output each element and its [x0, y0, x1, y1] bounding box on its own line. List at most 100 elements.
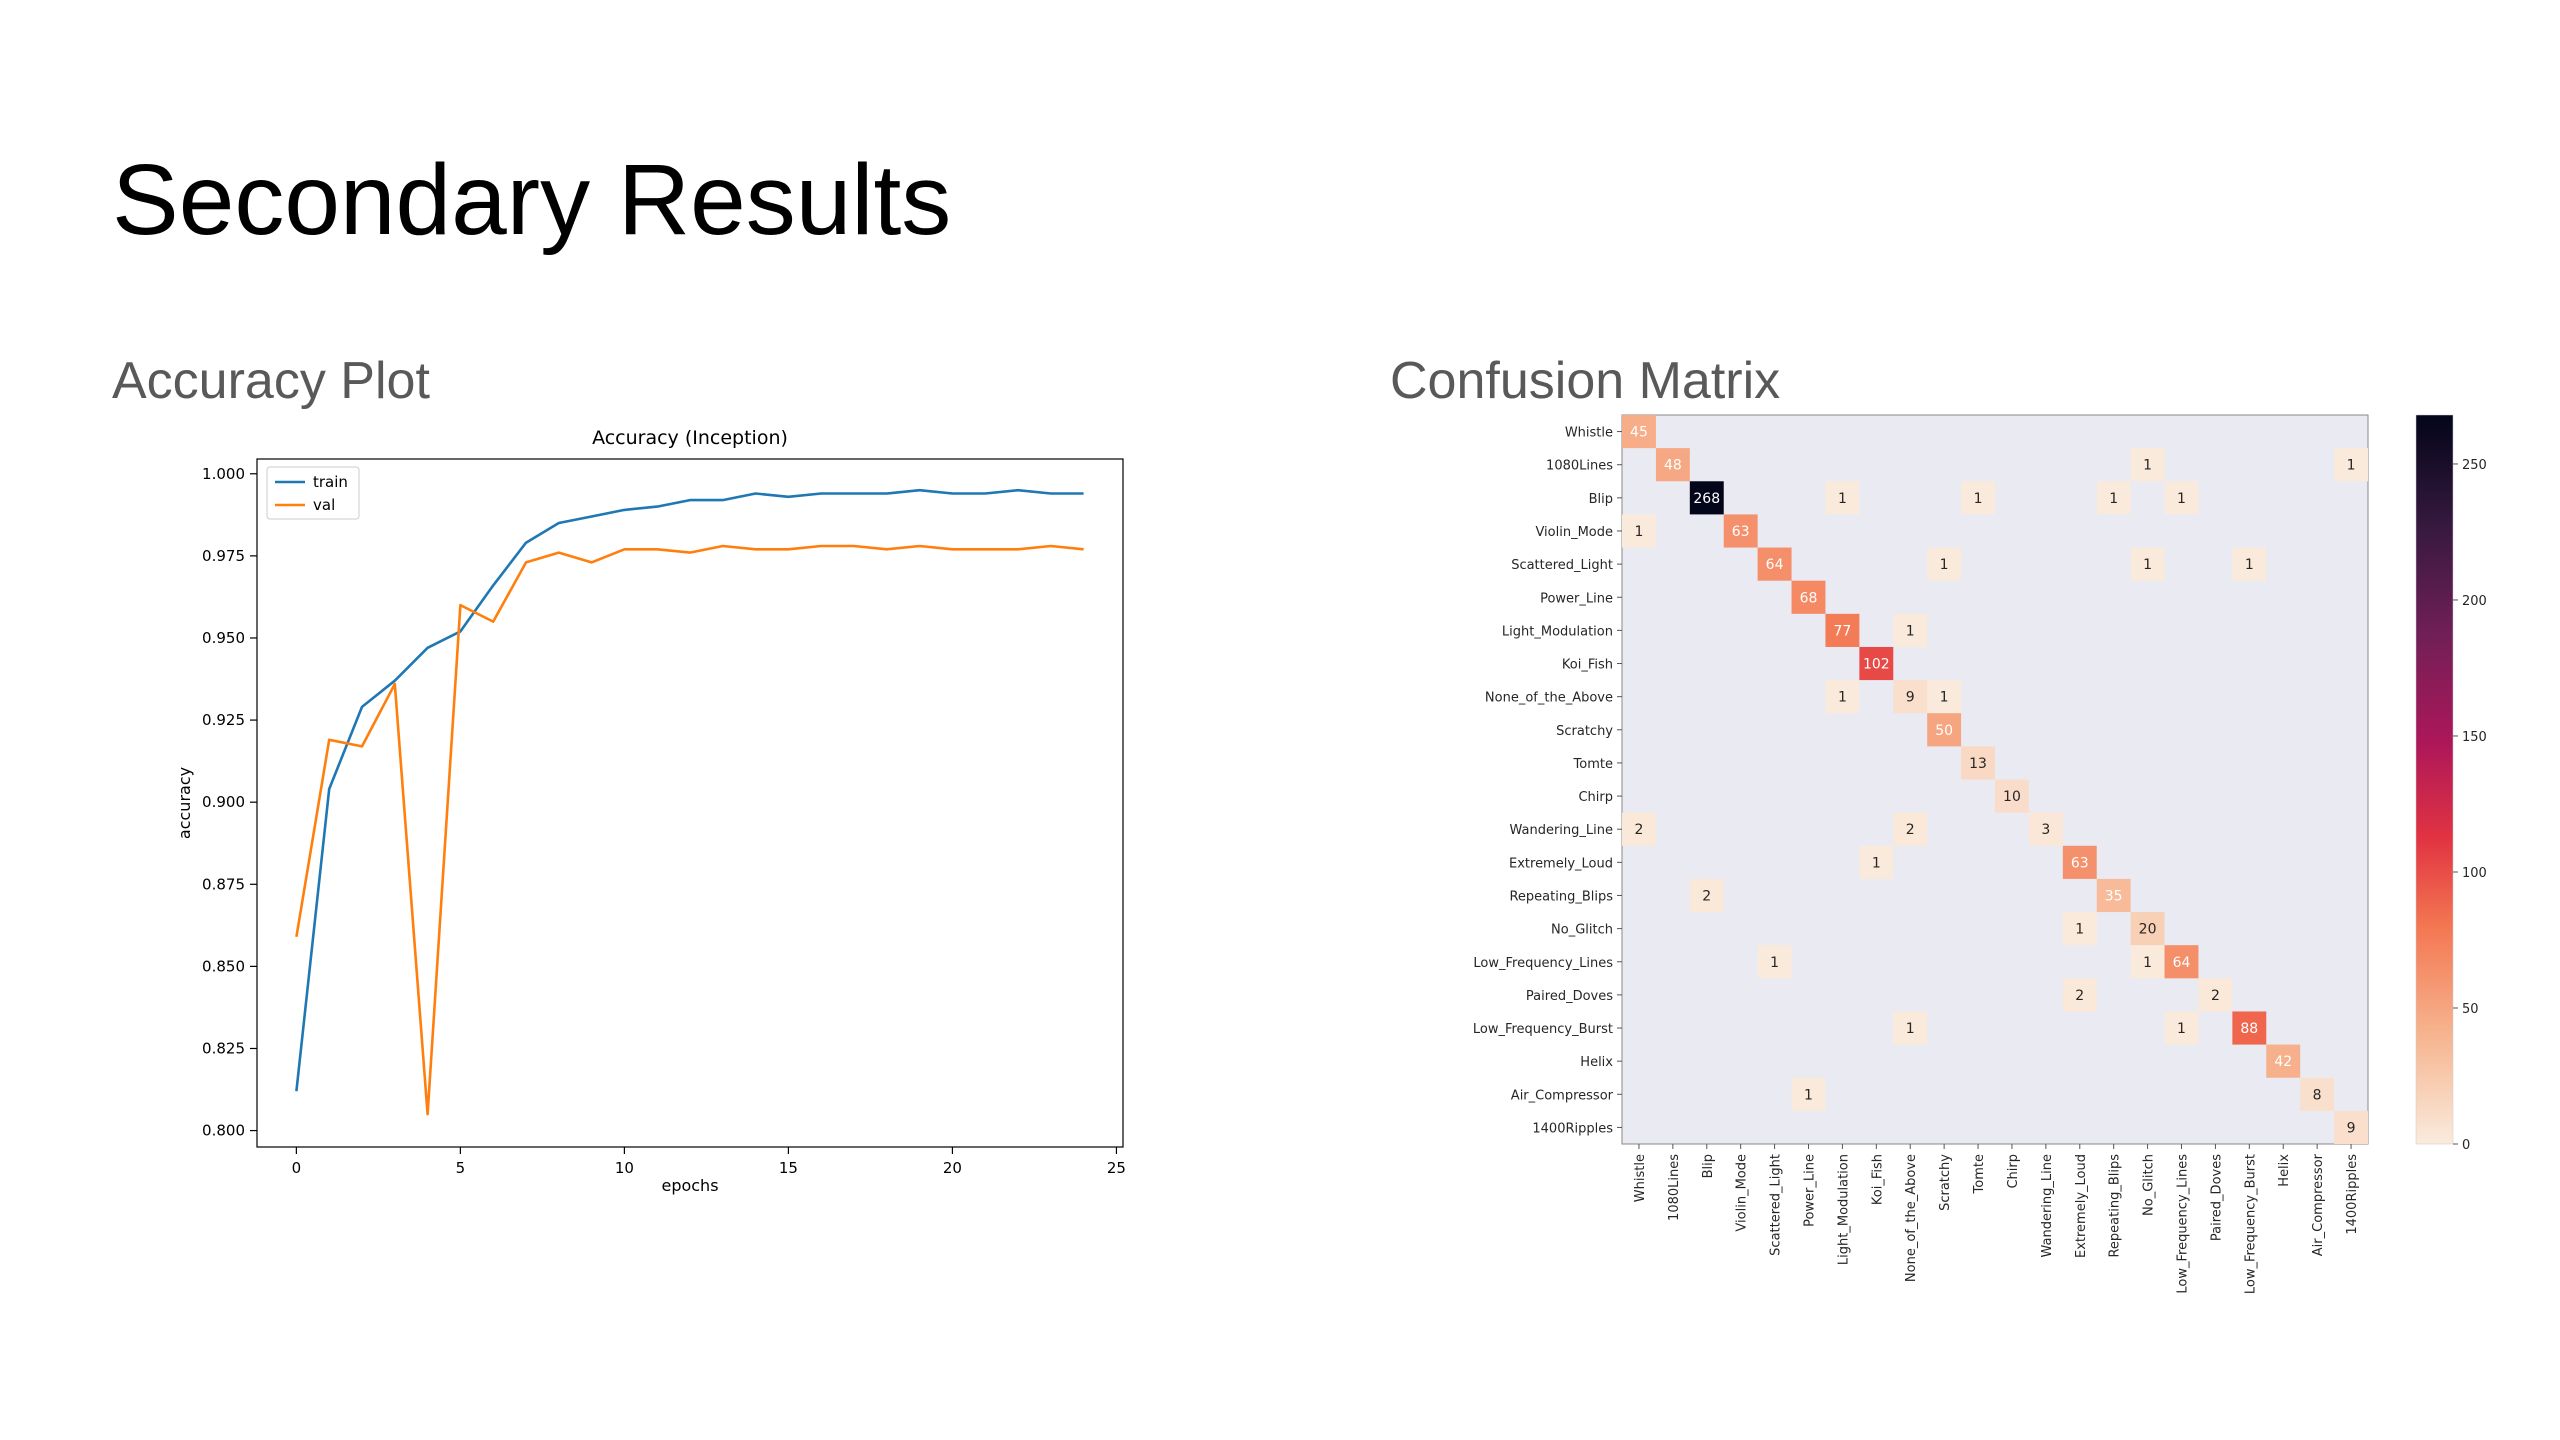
- plot-area: [256, 458, 1124, 1148]
- confusion-matrix-heading: Confusion Matrix: [1390, 352, 1781, 410]
- cell-value: 2: [1906, 822, 1915, 838]
- column-label: None_of_the_Above: [1904, 1154, 1919, 1282]
- y-tick-label: 0.975: [202, 547, 245, 565]
- row-label: Low_Frequency_Burst: [1473, 1022, 1613, 1037]
- x-tick-label: 25: [1107, 1159, 1126, 1177]
- column-label: 1080Lines: [1667, 1154, 1682, 1221]
- matrix-cell: [1825, 481, 1860, 515]
- matrix-cell: [1893, 1011, 1928, 1045]
- matrix-cell: [2164, 1011, 2199, 1045]
- row-label: Light_Modulation: [1502, 624, 1613, 639]
- matrix-cell: [1791, 580, 1826, 614]
- matrix-cell: [1791, 1077, 1826, 1111]
- matrix-cell: [1859, 646, 1894, 681]
- legend-label-train: train: [313, 473, 348, 491]
- cell-value: 1: [2075, 922, 2084, 938]
- matrix-cell: [1927, 680, 1962, 714]
- matrix-cell: [1622, 514, 1656, 548]
- row-label: Chirp: [1578, 790, 1613, 805]
- legend-label-val: val: [313, 496, 335, 514]
- matrix-cell: [1995, 779, 2029, 813]
- cell-value: 3: [2041, 822, 2050, 838]
- x-tick-label: 20: [943, 1159, 962, 1177]
- cell-value: 1: [1838, 690, 1847, 706]
- matrix-cell: [2164, 945, 2199, 979]
- cell-value: 1: [2177, 491, 2186, 507]
- row-label: Paired_Doves: [1526, 989, 1613, 1004]
- matrix-cell: [1893, 613, 1928, 647]
- matrix-cell: [2130, 547, 2165, 581]
- cell-value: 1: [1974, 491, 1983, 507]
- row-label: None_of_the_Above: [1485, 691, 1613, 706]
- row-label: Air_Compressor: [1511, 1088, 1614, 1103]
- matrix-cell: [2130, 912, 2165, 946]
- x-tick-label: 15: [779, 1159, 798, 1177]
- column-label: Air_Compressor: [2311, 1153, 2326, 1256]
- column-label: Whistle: [1633, 1154, 1648, 1202]
- matrix-cell: [1757, 547, 1792, 581]
- matrix-cell: [2028, 812, 2063, 846]
- matrix-cell: [1723, 514, 1758, 548]
- column-label: Paired_Doves: [2209, 1154, 2224, 1241]
- y-tick-label: 0.825: [202, 1039, 245, 1057]
- cell-value: 1: [1804, 1087, 1813, 1103]
- row-label: Helix: [1580, 1055, 1613, 1070]
- legend: train val: [266, 466, 360, 520]
- cell-value: 35: [2105, 888, 2123, 904]
- x-tick-label: 10: [615, 1159, 634, 1177]
- cell-value: 45: [1630, 425, 1648, 441]
- x-tick-label: 0: [292, 1159, 302, 1177]
- row-label: Scattered_Light: [1511, 558, 1613, 573]
- column-label: Low_Frequency_Burst: [2243, 1154, 2258, 1294]
- column-label: Blip: [1701, 1154, 1716, 1178]
- cell-value: 1: [2143, 557, 2152, 573]
- matrix-cell: [1859, 845, 1894, 879]
- column-label: Violin_Mode: [1735, 1154, 1750, 1232]
- cell-value: 9: [1906, 690, 1915, 706]
- matrix-cell: [2334, 448, 2368, 482]
- column-label: Helix: [2277, 1154, 2292, 1187]
- row-label: No_Glitch: [1551, 923, 1613, 938]
- matrix-cell: [1825, 613, 1860, 647]
- matrix-cell: [2096, 481, 2131, 515]
- column-label: No_Glitch: [2142, 1154, 2157, 1216]
- row-label: Whistle: [1565, 426, 1613, 441]
- matrix-cell: [1689, 878, 1724, 913]
- cell-value: 1: [1770, 955, 1779, 971]
- cell-value: 9: [2347, 1120, 2356, 1136]
- series-line-val: [295, 544, 1084, 1116]
- row-label: Koi_Fish: [1562, 658, 1613, 673]
- column-label: Scratchy: [1938, 1154, 1953, 1211]
- colorbar: [2415, 414, 2454, 1145]
- row-label: Violin_Mode: [1535, 525, 1613, 540]
- x-tick-label: 5: [456, 1159, 466, 1177]
- row-label: Tomte: [1573, 757, 1613, 772]
- y-tick-label: 0.850: [202, 957, 245, 975]
- matrix-cell: [2062, 912, 2097, 946]
- cell-value: 2: [1702, 888, 1711, 904]
- cell-value: 20: [2139, 922, 2157, 938]
- y-tick-label: 0.875: [202, 875, 245, 893]
- colorbar-ticks: 0 50 100 150 200 250: [2453, 458, 2487, 1153]
- row-label: Extremely_Loud: [1509, 856, 1613, 871]
- cell-value: 1: [1940, 690, 1949, 706]
- matrix-cell: [1893, 680, 1928, 714]
- y-axis-ticks: 0.800 0.825 0.850 0.875 0.900 0.925 0.950 0.975…: [202, 465, 257, 1140]
- cell-value: 1: [2177, 1021, 2186, 1037]
- y-tick-label: 1.000: [202, 465, 245, 483]
- matrix-cell: [2164, 481, 2199, 515]
- matrix-cell: [2062, 845, 2097, 879]
- colorbar-tick-label: 150: [2462, 730, 2487, 745]
- cell-value: 63: [2071, 855, 2089, 871]
- matrix-cell: [2130, 945, 2165, 979]
- cell-value: 1: [2245, 557, 2254, 573]
- cell-value: 1: [2109, 491, 2118, 507]
- colorbar-tick-label: 0: [2462, 1138, 2470, 1153]
- cell-value: 2: [1634, 822, 1643, 838]
- matrix-cell: [2232, 1011, 2267, 1045]
- cell-value: 63: [1732, 524, 1750, 540]
- cell-value: 1: [2347, 458, 2356, 474]
- accuracy-chart: Accuracy (Inception) 0.800 0.825 0.850 0.87…: [175, 427, 1126, 1195]
